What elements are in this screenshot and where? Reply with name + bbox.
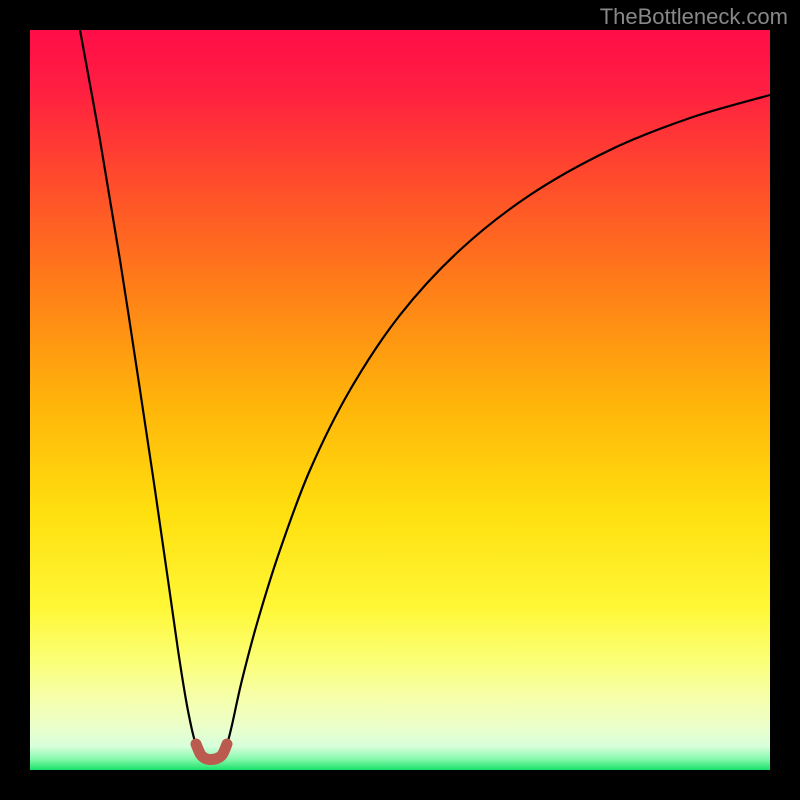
chart-container: TheBottleneck.com [0,0,800,800]
watermark-text: TheBottleneck.com [600,4,788,30]
bottleneck-chart [0,0,800,800]
